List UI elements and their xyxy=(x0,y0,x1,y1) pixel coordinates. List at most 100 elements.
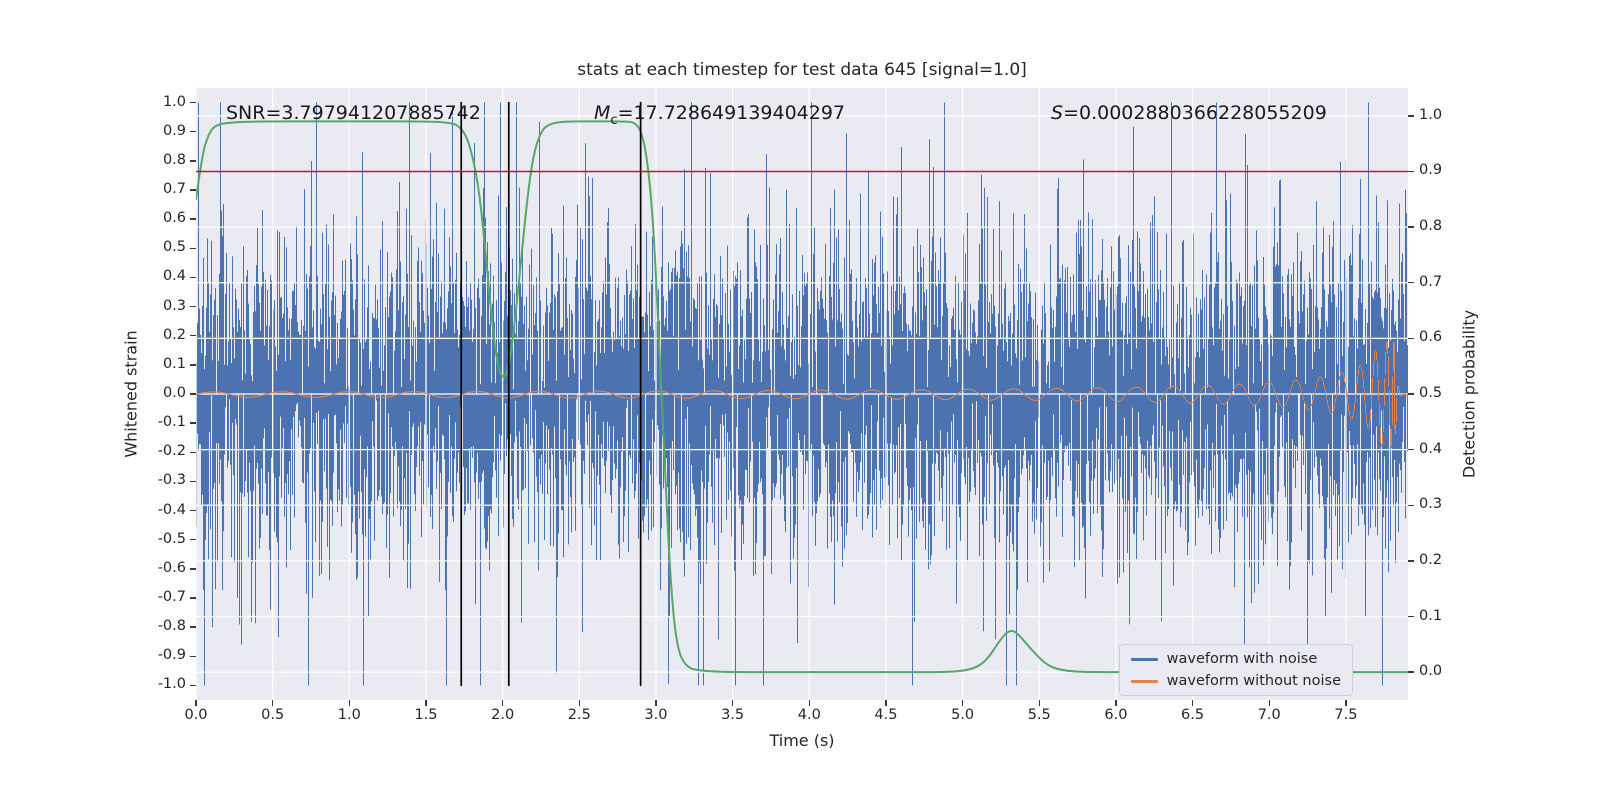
x-axis-label: Time (s) xyxy=(769,731,835,750)
y-left-tick-label: 1.0 xyxy=(162,93,186,110)
x-tick-mark xyxy=(808,700,810,706)
y-left-tick-mark xyxy=(190,626,196,628)
y-left-tick-mark xyxy=(190,451,196,453)
x-tick-label: 3.0 xyxy=(644,707,668,723)
y-left-tick-mark xyxy=(190,276,196,279)
x-tick-mark xyxy=(271,700,274,706)
x-tick-label: 7.5 xyxy=(1334,707,1358,723)
y-left-tick-label: 0.9 xyxy=(162,122,186,139)
legend-item: waveform with noise xyxy=(1130,651,1341,667)
x-tick-mark xyxy=(195,700,197,706)
y-left-tick-mark xyxy=(190,218,196,220)
y-left-tick-mark xyxy=(190,480,196,483)
x-tick-label: 5.5 xyxy=(1027,707,1051,723)
legend-swatch xyxy=(1130,679,1158,683)
y-left-tick-label: -0.7 xyxy=(157,589,186,605)
y-right-tick-mark xyxy=(1408,615,1414,618)
legend-item: waveform without noise xyxy=(1130,673,1341,689)
x-tick-mark xyxy=(731,700,734,706)
y-right-tick-label: 0.0 xyxy=(1419,663,1443,680)
y-left-tick-label: 0.3 xyxy=(162,297,186,314)
y-left-tick-label: 0.0 xyxy=(162,385,186,401)
x-tick-label: 1.5 xyxy=(414,707,438,723)
y-right-tick-label: 0.9 xyxy=(1419,162,1443,179)
chirp-mass-subscript: c xyxy=(610,112,618,128)
x-tick-label: 2.5 xyxy=(567,707,591,723)
x-tick-label: 0.5 xyxy=(261,707,285,723)
y-left-tick-mark xyxy=(190,364,196,366)
y-left-tick-mark xyxy=(190,247,196,249)
y-right-tick-label: 0.6 xyxy=(1419,329,1443,346)
y-right-tick-label: 0.3 xyxy=(1419,496,1443,513)
x-tick-mark xyxy=(1268,700,1270,706)
y-left-tick-label: 0.1 xyxy=(162,355,186,372)
y-right-tick-mark xyxy=(1408,671,1414,673)
y-left-tick-label: 0.2 xyxy=(162,326,186,343)
x-tick-label: 4.0 xyxy=(797,707,821,723)
x-tick-label: 6.5 xyxy=(1181,707,1205,723)
y-left-tick-mark xyxy=(190,101,196,104)
x-tick-label: 3.5 xyxy=(721,707,745,723)
y-right-tick-mark xyxy=(1408,448,1414,451)
y-right-tick-mark xyxy=(1408,560,1414,562)
y-right-tick-label: 0.2 xyxy=(1419,551,1443,568)
y-left-tick-label: -0.6 xyxy=(157,559,186,576)
chart-title: stats at each timestep for test data 645… xyxy=(577,60,1027,80)
y-left-tick-mark xyxy=(190,539,196,541)
annotation-s-statistic: S=0.0002880366228055209 xyxy=(1051,102,1327,124)
x-tick-mark xyxy=(655,700,657,706)
y-left-tick-mark xyxy=(190,655,196,657)
x-tick-label: 6.0 xyxy=(1104,707,1128,723)
chirp-mass-symbol: M xyxy=(594,102,611,124)
x-tick-mark xyxy=(1345,700,1347,706)
y-left-tick-label: -0.5 xyxy=(157,530,186,547)
x-tick-mark xyxy=(348,700,350,706)
plot-area: SNR=3.797941207885742 Mc=17.728649139404… xyxy=(196,88,1408,700)
y-left-tick-label: 0.4 xyxy=(162,268,186,285)
x-tick-label: 1.0 xyxy=(337,707,361,723)
y-right-tick-label: 0.1 xyxy=(1419,607,1443,624)
y-left-tick-label: -0.8 xyxy=(157,618,186,635)
x-tick-mark xyxy=(425,700,427,706)
y-left-tick-mark xyxy=(190,422,196,424)
legend: waveform with noise waveform without nois… xyxy=(1118,644,1353,696)
y-right-tick-label: 0.8 xyxy=(1419,218,1443,235)
y-left-tick-label: -0.1 xyxy=(157,414,186,431)
x-tick-mark xyxy=(1115,700,1117,706)
x-tick-label: 7.0 xyxy=(1257,707,1281,723)
y-left-tick-label: -0.4 xyxy=(157,501,186,518)
right-axis-label: Detection probability xyxy=(1459,309,1479,479)
annotation-chirp-mass: Mc=17.728649139404297 xyxy=(594,102,845,128)
y-left-tick-mark xyxy=(190,393,196,395)
y-left-tick-label: 0.8 xyxy=(162,151,186,168)
x-tick-label: 5.0 xyxy=(951,707,975,723)
y-right-tick-label: 0.5 xyxy=(1419,385,1443,401)
chirp-mass-value: =17.728649139404297 xyxy=(617,102,846,124)
y-right-tick-label: 1.0 xyxy=(1419,106,1443,123)
chart-canvas xyxy=(196,88,1408,700)
legend-swatch xyxy=(1130,657,1158,661)
y-left-tick-label: 0.5 xyxy=(162,239,186,256)
x-tick-mark xyxy=(501,700,504,706)
y-left-tick-mark xyxy=(190,189,196,191)
y-left-tick-label: -0.3 xyxy=(157,472,186,489)
y-left-tick-mark xyxy=(190,568,196,570)
legend-label: waveform without noise xyxy=(1166,673,1341,689)
y-left-tick-label: -1.0 xyxy=(157,676,186,693)
y-left-tick-label: -0.9 xyxy=(157,647,186,664)
y-right-tick-mark xyxy=(1408,282,1414,284)
y-left-tick-mark xyxy=(190,335,196,337)
annotation-snr: SNR=3.797941207885742 xyxy=(226,102,481,124)
x-tick-mark xyxy=(1038,700,1040,706)
y-right-tick-mark xyxy=(1408,393,1414,395)
y-left-tick-mark xyxy=(190,305,196,308)
x-tick-label: 2.0 xyxy=(491,707,515,723)
y-right-tick-label: 0.4 xyxy=(1419,440,1443,457)
s-symbol: S xyxy=(1051,102,1064,124)
y-right-tick-mark xyxy=(1408,170,1414,173)
y-left-tick-label: 0.7 xyxy=(162,181,186,197)
s-value: =0.0002880366228055209 xyxy=(1063,102,1327,124)
x-tick-label: 4.5 xyxy=(874,707,898,723)
legend-label: waveform with noise xyxy=(1166,651,1318,667)
